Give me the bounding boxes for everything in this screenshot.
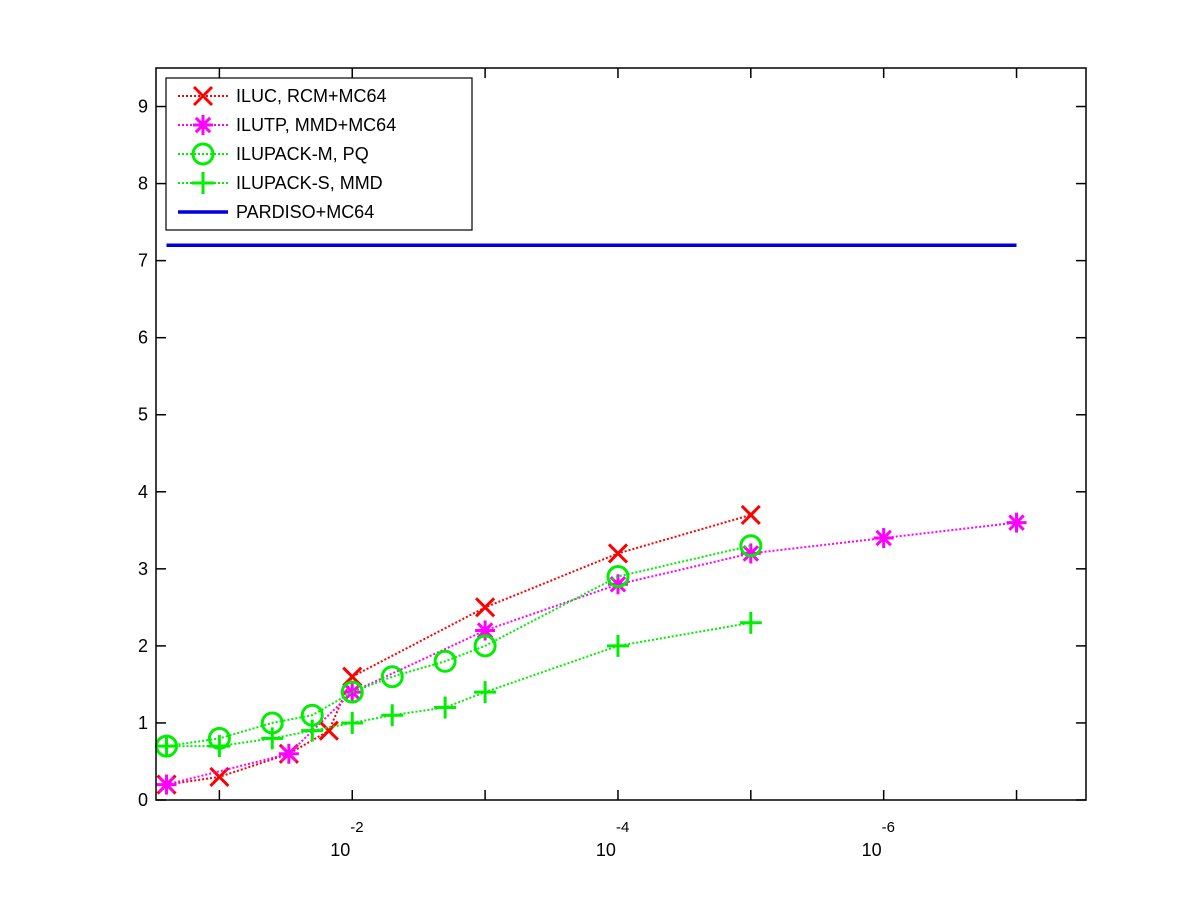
x-tick-label-2: 10-6 xyxy=(862,819,895,860)
x-tick-base-2: 10 xyxy=(862,840,882,860)
data-point-2-4 xyxy=(340,680,364,704)
legend-label-2: ILUPACK-M, PQ xyxy=(236,144,369,164)
x-tick-exponent-2: -6 xyxy=(882,819,895,836)
series-2 xyxy=(155,534,763,758)
y-tick-label-1: 1 xyxy=(138,713,148,733)
data-point-0-3 xyxy=(318,720,339,741)
y-tick-label-9: 9 xyxy=(138,97,148,117)
legend-entry-0: ILUC, RCM+MC64 xyxy=(178,85,387,107)
data-point-1-6 xyxy=(873,528,894,549)
y-tick-label-5: 5 xyxy=(138,405,148,425)
x-tick-base-0: 10 xyxy=(330,840,350,860)
data-point-0-6 xyxy=(607,543,629,564)
legend-marker-3 xyxy=(192,172,214,194)
legend-label-4: PARDISO+MC64 xyxy=(236,202,374,222)
data-point-2-8 xyxy=(606,565,630,589)
x-tick-base-1: 10 xyxy=(596,840,616,860)
data-point-3-8 xyxy=(606,634,629,657)
series-3 xyxy=(155,611,762,758)
legend-box xyxy=(165,77,473,231)
data-point-3-7 xyxy=(474,681,497,704)
data-point-1-3 xyxy=(475,620,496,641)
data-point-2-5 xyxy=(380,665,404,689)
y-tick-label-2: 2 xyxy=(138,636,148,656)
legend-label-3: ILUPACK-S, MMD xyxy=(236,173,383,193)
legend-entry-1: ILUTP, MMD+MC64 xyxy=(178,115,396,135)
legend-marker-1 xyxy=(193,115,213,135)
legend-entry-3: ILUPACK-S, MMD xyxy=(178,172,383,194)
legend-label-1: ILUTP, MMD+MC64 xyxy=(236,115,396,135)
data-point-1-0 xyxy=(156,774,177,795)
data-point-3-1 xyxy=(208,735,231,758)
series-line-3 xyxy=(166,621,751,748)
legend-entry-2: ILUPACK-M, PQ xyxy=(178,142,369,166)
data-point-3-5 xyxy=(381,704,404,727)
legend-marker-0 xyxy=(192,85,214,107)
y-tick-label-4: 4 xyxy=(138,482,148,502)
data-point-0-5 xyxy=(475,597,496,618)
y-tick-label-8: 8 xyxy=(138,174,148,194)
data-point-2-9 xyxy=(739,534,763,558)
data-point-1-1 xyxy=(278,743,299,764)
series-1 xyxy=(156,512,1027,795)
data-point-0-7 xyxy=(740,504,761,525)
data-point-1-2 xyxy=(342,682,363,703)
legend-label-0: ILUC, RCM+MC64 xyxy=(236,86,387,106)
y-tick-label-0: 0 xyxy=(138,790,148,810)
x-tick-label-0: 10-2 xyxy=(330,819,363,860)
data-point-3-6 xyxy=(434,696,457,719)
y-tick-label-6: 6 xyxy=(138,328,148,348)
series-line-0 xyxy=(166,513,752,786)
y-tick-label-7: 7 xyxy=(138,251,148,271)
axes-frame xyxy=(155,67,1087,801)
data-point-2-7 xyxy=(473,634,497,658)
series-layer xyxy=(155,243,1027,795)
data-point-3-0 xyxy=(155,735,178,758)
y-tick-label-3: 3 xyxy=(138,559,148,579)
data-point-3-2 xyxy=(261,727,284,750)
legend-entry-4: PARDISO+MC64 xyxy=(178,202,374,222)
x-tick-exponent-1: -4 xyxy=(616,819,629,836)
x-tick-label-1: 10-4 xyxy=(596,819,629,860)
data-point-3-4 xyxy=(341,711,364,734)
data-point-0-1 xyxy=(209,766,230,787)
x-tick-exponent-0: -2 xyxy=(350,819,363,836)
series-line-1 xyxy=(166,521,1017,786)
legend: ILUC, RCM+MC64 ILUTP, MMD+MC64 ILUPACK-M, … xyxy=(165,77,473,231)
data-point-3-3 xyxy=(301,719,324,742)
legend-marker-2 xyxy=(191,142,215,166)
data-point-3-9 xyxy=(739,611,762,634)
data-point-2-6 xyxy=(433,649,457,673)
series-line-2 xyxy=(166,544,752,748)
data-point-1-7 xyxy=(1006,512,1027,533)
